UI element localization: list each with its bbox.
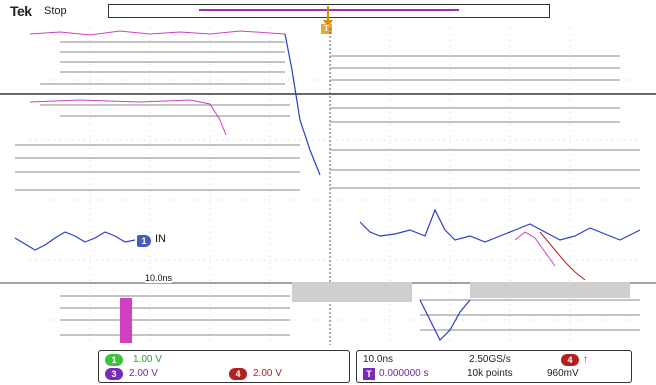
- top-bar: Tek Stop T: [0, 0, 656, 34]
- acquisition-status[interactable]: Stop: [44, 5, 67, 17]
- trigger-position-badge[interactable]: T: [321, 24, 332, 34]
- timebase-value[interactable]: 10.0ns: [363, 354, 394, 365]
- ch3-waveform-upper: [29, 30, 286, 36]
- trigger-level[interactable]: 960mV: [547, 368, 579, 379]
- trigger-position-marker[interactable]: [323, 6, 333, 30]
- gray-band-right: [470, 282, 630, 298]
- channel-scale-panel[interactable]: 1 1.00 V 3 2.00 V 4 2.00 V: [98, 350, 350, 383]
- ch1-waveform-mid-right: [359, 208, 641, 243]
- ch3-badge[interactable]: 3: [105, 368, 123, 380]
- measurement-annotation: 10.0ns: [145, 273, 173, 283]
- ch3-scale[interactable]: 2.00 V: [129, 368, 158, 379]
- record-window-indicator: [199, 9, 459, 11]
- trigger-badge[interactable]: T: [363, 368, 375, 380]
- sample-rate: 2.50GS/s: [469, 354, 511, 365]
- trigger-time: 0.000000 s: [379, 368, 429, 379]
- ch1-label: IN: [155, 233, 166, 245]
- ch1-scale[interactable]: 1.00 V: [133, 354, 162, 365]
- ch1-waveform-mid: [14, 231, 136, 251]
- waveform-display[interactable]: [0, 0, 656, 350]
- record-length: 10k points: [467, 368, 513, 379]
- ch4-scale[interactable]: 2.00 V: [253, 368, 282, 379]
- ch3-marker-bar: [120, 298, 132, 343]
- trigger-arrow-icon: [323, 20, 333, 27]
- status-bar: 1 1.00 V 3 2.00 V 4 2.00 V 10.0ns 2.50GS…: [98, 350, 632, 383]
- ch1-badge[interactable]: 1: [105, 354, 123, 366]
- ch4-waveform-lower: [539, 231, 586, 281]
- ch4-badge[interactable]: 4: [229, 368, 247, 380]
- timebase-trigger-panel[interactable]: 10.0ns 2.50GS/s 4 ↑ T 0.000000 s 10k poi…: [356, 350, 632, 383]
- ch3-waveform-falling: [29, 99, 227, 136]
- ch1-ground-marker[interactable]: 1: [137, 235, 151, 247]
- ch1-waveform-edge: [299, 119, 321, 176]
- ch1-waveform-low: [419, 299, 471, 342]
- record-view-bar[interactable]: [108, 4, 550, 18]
- trigger-slope-icon: ↑: [583, 354, 588, 365]
- ch1-waveform-upper-edge: [284, 33, 301, 121]
- ch3-waveform-lower: [514, 231, 556, 267]
- gray-band-left: [292, 282, 412, 302]
- brand-logo: Tek: [10, 3, 32, 19]
- trigger-marker-stem: [327, 6, 329, 22]
- trigger-source-badge[interactable]: 4: [561, 354, 579, 366]
